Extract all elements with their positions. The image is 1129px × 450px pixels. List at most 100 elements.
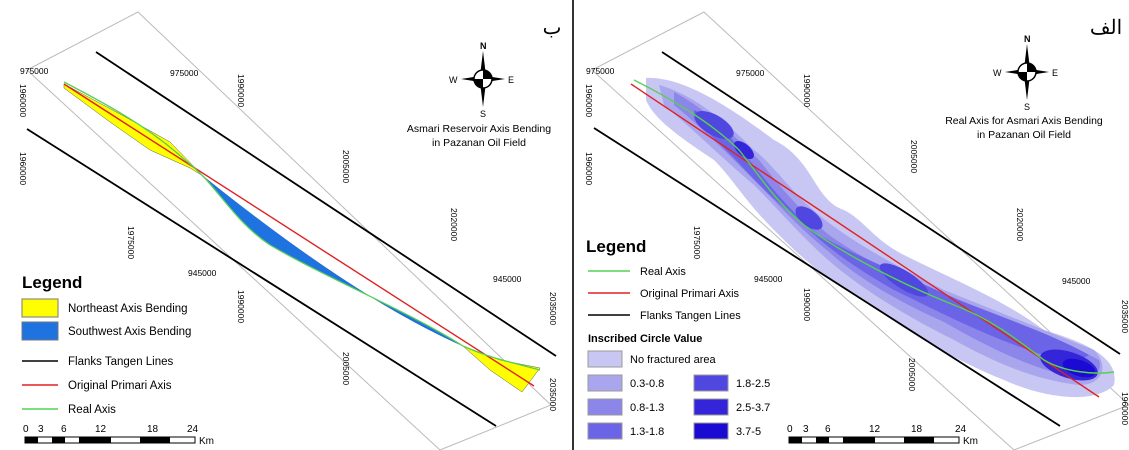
legend-label: Real Axis <box>68 404 116 416</box>
panel-b-map-canvas: 975000 975000 1960000 1960000 1990000 19… <box>18 11 562 450</box>
grid-label: 2020000 <box>1015 208 1025 241</box>
svg-text:12: 12 <box>95 424 107 435</box>
legend-label: Flanks Tangen Lines <box>640 310 741 322</box>
legend-subheading: Inscribed Circle Value <box>588 333 702 345</box>
panel-a-real-axis-map: 975000 975000 1960000 1960000 1990000 20… <box>574 0 1129 450</box>
grid-label: 945000 <box>754 274 783 284</box>
legend-label: 0.8-1.3 <box>630 402 664 414</box>
legend-label: 2.5-3.7 <box>736 402 770 414</box>
legend-label: 3.7-5 <box>736 426 761 438</box>
panel-b-letter: ب <box>543 17 562 39</box>
original-primary-axis-line <box>630 83 1100 398</box>
legend-swatch-southwest <box>21 321 59 341</box>
svg-text:18: 18 <box>911 424 923 435</box>
svg-text:N: N <box>1024 34 1031 44</box>
legend-swatch-class <box>587 374 623 392</box>
grid-label: 1960000 <box>18 84 28 117</box>
map-frame <box>26 11 552 450</box>
grid-label: 2035000 <box>548 292 558 325</box>
grid-label: 975000 <box>586 66 615 76</box>
svg-text:W: W <box>993 68 1002 78</box>
svg-text:E: E <box>1052 68 1058 78</box>
flank-tangent-line-ne <box>95 51 557 357</box>
svg-text:3: 3 <box>38 424 44 435</box>
panel-a-letter: الف <box>1090 17 1122 39</box>
svg-text:0: 0 <box>23 424 29 435</box>
legend-label: 0.3-0.8 <box>630 378 664 390</box>
grid-label: 2005000 <box>341 150 351 183</box>
panel-a-map-canvas: 975000 975000 1960000 1960000 1990000 20… <box>584 11 1129 450</box>
grid-label: 1960000 <box>18 152 28 185</box>
svg-text:W: W <box>449 75 458 85</box>
grid-label: 2005000 <box>909 140 919 173</box>
flank-tangent-line-sw <box>593 127 1061 427</box>
panel-b-title: Asmari Reservoir Axis Bending <box>407 123 551 135</box>
grid-label: 2035000 <box>1120 300 1129 333</box>
legend-swatch-class <box>587 350 623 368</box>
legend-swatch-class <box>693 422 729 440</box>
svg-text:N: N <box>480 41 487 51</box>
northeast-axis-bending-area-se <box>462 345 541 393</box>
grid-label: 1975000 <box>126 226 136 259</box>
grid-label: 1990000 <box>802 74 812 107</box>
svg-text:6: 6 <box>61 424 67 435</box>
svg-text:24: 24 <box>955 424 967 435</box>
legend-swatch-northeast <box>21 298 59 318</box>
panel-a-subtitle: in Pazanan Oil Field <box>977 129 1071 141</box>
legend-label: No fractured area <box>630 354 716 366</box>
grid-label: 1960000 <box>1120 392 1129 425</box>
north-arrow-icon: N S E W <box>993 34 1058 112</box>
grid-label: 2005000 <box>907 358 917 391</box>
svg-text:S: S <box>480 109 486 119</box>
legend-swatch-class <box>587 398 623 416</box>
legend-swatch-class <box>693 374 729 392</box>
legend-label: Original Primari Axis <box>640 288 740 300</box>
grid-label: 1960000 <box>584 152 594 185</box>
legend-heading: Legend <box>586 237 646 256</box>
grid-label: 2020000 <box>449 208 459 241</box>
grid-label: 1975000 <box>692 226 702 259</box>
grid-label: 945000 <box>1062 276 1091 286</box>
grid-label: 1990000 <box>802 288 812 321</box>
flank-tangent-line-ne <box>661 51 1121 355</box>
legend-label: Original Primari Axis <box>68 380 172 392</box>
legend-heading: Legend <box>22 273 82 292</box>
legend-label: Real Axis <box>640 266 686 278</box>
legend-swatch-class <box>587 422 623 440</box>
grid-label: 975000 <box>20 66 49 76</box>
grid-label: 1990000 <box>236 74 246 107</box>
map-frame <box>591 11 1129 450</box>
grid-label: 2005000 <box>341 352 351 385</box>
legend-label: Southwest Axis Bending <box>68 326 191 338</box>
panel-a-title: Real Axis for Asmari Axis Bending <box>945 115 1103 127</box>
svg-text:12: 12 <box>869 424 881 435</box>
svg-text:3: 3 <box>803 424 809 435</box>
north-arrow-icon: N S E W <box>449 41 514 119</box>
grid-label: 1960000 <box>584 84 594 117</box>
grid-label: 975000 <box>736 68 765 78</box>
grid-label: 945000 <box>493 274 522 284</box>
panel-b-scale-bar: 0 3 6 12 18 24 Km <box>23 424 214 447</box>
grid-label: 1990000 <box>236 290 246 323</box>
svg-text:6: 6 <box>825 424 831 435</box>
panel-b-legend: Legend Northeast Axis Bending Southwest … <box>21 273 191 416</box>
original-primary-axis-line <box>63 83 535 387</box>
legend-label: 1.3-1.8 <box>630 426 664 438</box>
legend-label: 1.8-2.5 <box>736 378 770 390</box>
panel-a-scale-bar: 0 3 6 12 18 24 Km <box>787 424 978 447</box>
svg-text:S: S <box>1024 102 1030 112</box>
grid-label: 975000 <box>170 68 199 78</box>
real-axis-line <box>633 79 1115 374</box>
svg-text:Km: Km <box>199 436 214 447</box>
panel-b-subtitle: in Pazanan Oil Field <box>432 137 526 149</box>
legend-label: Northeast Axis Bending <box>68 303 188 315</box>
legend-swatch-class <box>693 398 729 416</box>
svg-text:Km: Km <box>963 436 978 447</box>
flank-tangent-line-sw <box>26 128 497 427</box>
svg-text:24: 24 <box>187 424 199 435</box>
svg-text:0: 0 <box>787 424 793 435</box>
grid-label: 945000 <box>188 268 217 278</box>
svg-text:E: E <box>508 75 514 85</box>
panel-a-legend: Legend Real Axis Original Primari Axis F… <box>586 237 770 440</box>
